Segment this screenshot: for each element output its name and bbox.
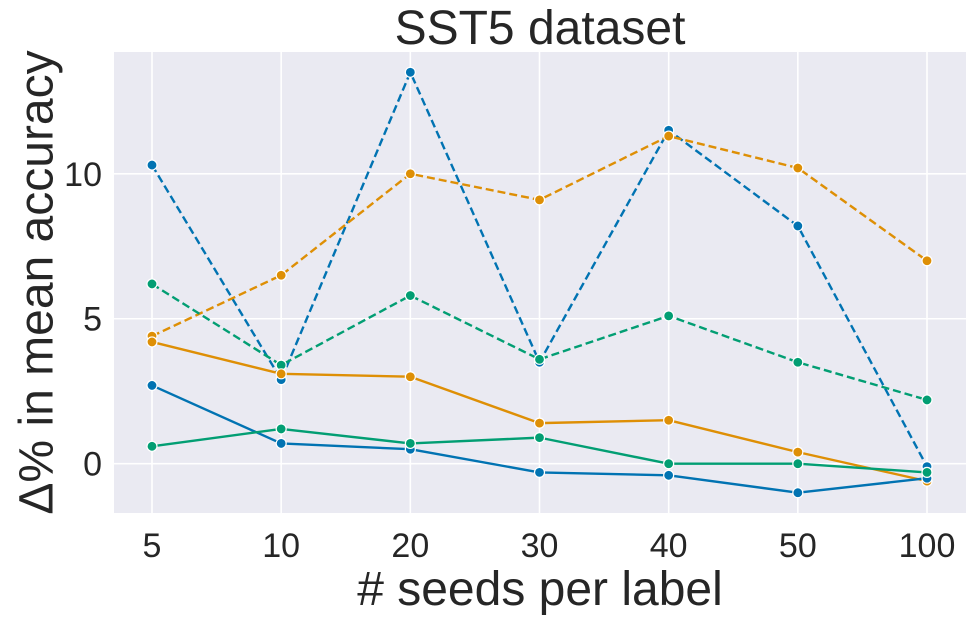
data-point xyxy=(146,336,158,348)
data-point xyxy=(921,255,933,267)
x-tick-label: 40 xyxy=(650,527,688,565)
data-point xyxy=(146,278,158,290)
y-tick-label: 10 xyxy=(64,156,102,194)
x-axis-label: # seeds per label xyxy=(357,563,723,616)
x-tick-label: 5 xyxy=(143,527,162,565)
y-tick-label: 0 xyxy=(83,446,102,484)
data-point xyxy=(792,220,804,232)
data-point xyxy=(146,440,158,452)
y-tick-label: 5 xyxy=(83,301,102,339)
data-point xyxy=(275,368,287,380)
data-point xyxy=(533,432,546,444)
data-point xyxy=(404,289,416,302)
data-point xyxy=(533,194,546,206)
data-point xyxy=(921,394,933,406)
series-group xyxy=(146,66,933,499)
grid xyxy=(114,52,966,513)
chart-title: SST5 dataset xyxy=(395,2,686,55)
data-point xyxy=(921,466,933,479)
y-axis-label: Δ% in mean accuracy xyxy=(11,50,64,514)
data-point xyxy=(533,353,546,365)
x-tick-label: 50 xyxy=(779,527,817,565)
data-point xyxy=(792,487,804,499)
data-point xyxy=(275,437,287,450)
series-1 xyxy=(146,130,933,342)
data-point xyxy=(792,162,804,174)
x-tick-label: 10 xyxy=(262,527,300,565)
data-point xyxy=(663,458,675,470)
data-point xyxy=(404,371,416,383)
data-point xyxy=(404,437,416,450)
data-point xyxy=(792,458,804,470)
data-point xyxy=(792,446,804,458)
x-tick-label: 20 xyxy=(391,527,429,565)
x-tick-label: 100 xyxy=(899,527,956,565)
data-point xyxy=(146,159,158,171)
data-point xyxy=(404,66,416,78)
y-axis-ticks: 0 5 10 xyxy=(64,156,102,484)
data-point xyxy=(663,414,675,426)
data-point xyxy=(275,269,287,281)
series-2 xyxy=(146,278,933,406)
data-point xyxy=(533,417,546,429)
data-point xyxy=(663,310,675,322)
data-point xyxy=(404,168,416,180)
x-tick-label: 30 xyxy=(521,527,559,565)
data-point xyxy=(663,130,675,142)
x-axis-ticks: 5 10 20 30 40 50 100 xyxy=(143,527,956,565)
data-point xyxy=(792,356,804,368)
series-5 xyxy=(146,423,933,479)
series-3 xyxy=(146,336,933,487)
data-point xyxy=(533,466,546,479)
data-point xyxy=(146,379,158,392)
data-point xyxy=(275,423,287,435)
data-point xyxy=(663,469,675,481)
